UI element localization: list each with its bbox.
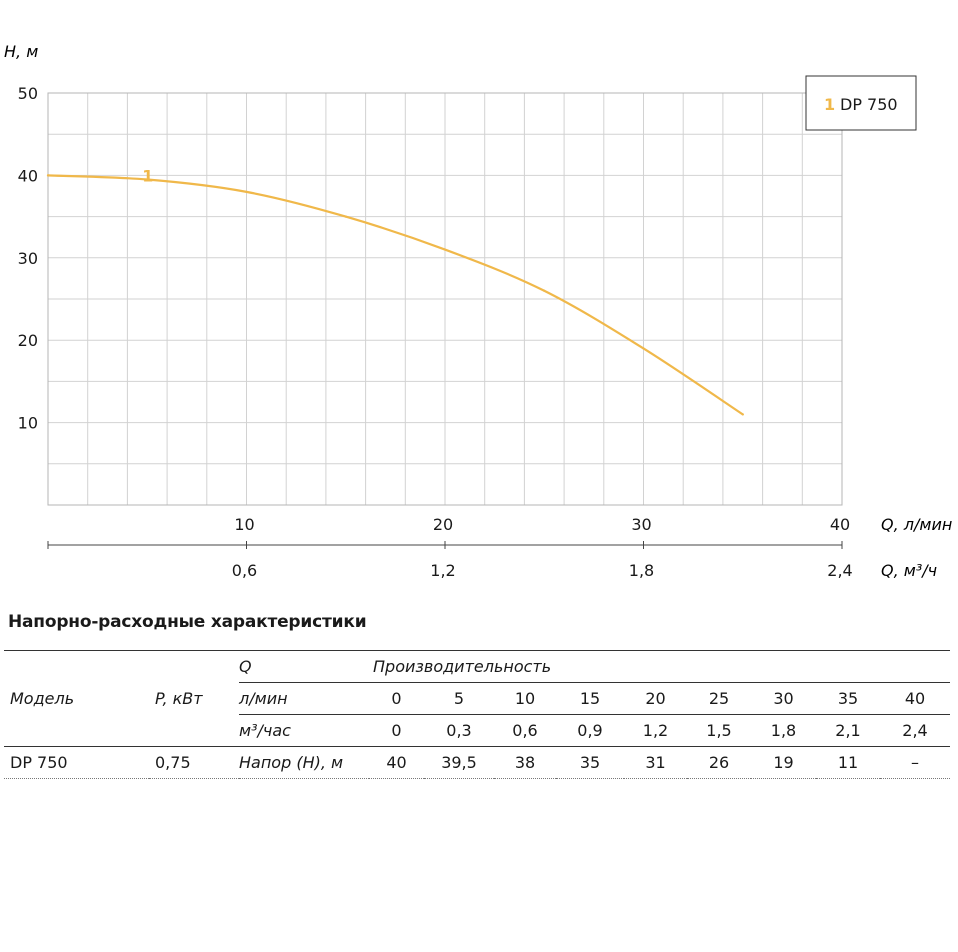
x-tick-labels: 10 20 30 40 [234, 515, 850, 534]
series-point [344, 215, 347, 218]
lmin-cell: 15 [556, 682, 624, 715]
m3-cell: 0,3 [424, 714, 494, 747]
section-title: Напорно-расходные характеристики [8, 612, 367, 632]
table-row-head: DP 750 0,75 Напор (H), м 40 39,5 38 35 3… [4, 747, 950, 779]
y-tick-label: 30 [18, 249, 38, 268]
legend: 1 DP 750 [805, 75, 917, 131]
head-cell: 35 [579, 753, 601, 772]
model-value: DP 750 [10, 753, 68, 772]
plot-frame [47, 92, 843, 506]
table-row-m3: м³/час 0 0,3 0,6 0,9 1,2 1,5 1,8 2,1 2,4 [4, 714, 950, 747]
y-tick-label: 20 [18, 331, 38, 350]
x2-tick-labels: 0,6 1,2 1,8 2,4 [232, 561, 853, 580]
lmin-cell: 20 [624, 682, 687, 715]
head-flow-chart: H, м 10 20 30 40 50 10 20 30 40 Q, л/мин 0,6 1,2… [4, 42, 952, 580]
x-tick-label: 20 [433, 515, 453, 534]
head-cell: 11 [837, 753, 859, 772]
head-cell: 31 [645, 753, 666, 772]
y-tick-label: 50 [18, 84, 38, 103]
lmin-cell: 0 [369, 682, 424, 715]
head-cell: – [911, 753, 919, 772]
lmin-cell: 5 [424, 682, 494, 715]
series-point [146, 178, 149, 181]
model-header: Модель [4, 650, 149, 747]
x-tick-label: 40 [830, 515, 850, 534]
table-row-q: Модель P, кВт Q Производительность [4, 650, 950, 747]
x2-tick-label: 2,4 [827, 561, 852, 580]
lmin-cell: 35 [816, 682, 880, 715]
x2-axis-label: Q, м³/ч [881, 561, 937, 580]
table-row-lmin: л/мин 0 5 10 15 20 25 30 35 40 [4, 682, 950, 715]
y-axis-label: H, м [4, 42, 38, 61]
m3-cell: 2,1 [816, 714, 880, 747]
m3-cell: 0,9 [556, 714, 624, 747]
head-cell: 26 [708, 753, 730, 772]
series-point [741, 413, 744, 416]
m3-cell: 0,6 [494, 714, 556, 747]
y-tick-labels: 10 20 30 40 50 [18, 84, 38, 433]
series-point [46, 174, 50, 177]
m3-cell: 1,2 [624, 714, 687, 747]
power-header: P, кВт [149, 650, 239, 747]
x-axis-label: Q, л/мин [881, 515, 952, 534]
legend-series-name: DP 750 [840, 95, 898, 114]
x-tick-label: 30 [631, 515, 651, 534]
series-point [543, 289, 546, 292]
series-marker-label: 1 [142, 166, 153, 185]
legend-box [805, 75, 917, 131]
y-tick-label: 40 [18, 166, 38, 185]
q-label: Q [239, 650, 369, 683]
x2-tick-label: 0,6 [232, 561, 257, 580]
lmin-cell: 10 [494, 682, 556, 715]
chart-grid [48, 93, 842, 505]
x-tick-label: 10 [234, 515, 254, 534]
lmin-label: л/мин [239, 682, 369, 715]
legend-marker: 1 [824, 95, 835, 114]
head-cell: 38 [514, 753, 536, 772]
series-layer: 1 [46, 166, 744, 416]
m3-cell: 1,5 [687, 714, 751, 747]
head-cell: 39,5 [441, 753, 477, 772]
series-point [642, 347, 645, 350]
m3-cell: 2,4 [880, 714, 950, 747]
m3-label: м³/час [239, 714, 369, 747]
series-point [245, 190, 248, 193]
series-point [443, 248, 447, 251]
series-line [46, 174, 744, 416]
head-label: Напор (H), м [239, 753, 344, 772]
m3-cell: 1,8 [751, 714, 816, 747]
lmin-cell: 25 [687, 682, 751, 715]
m3-cell: 0 [369, 714, 424, 747]
x2-tick-label: 1,8 [629, 561, 654, 580]
x2-tick-label: 1,2 [430, 561, 455, 580]
head-cell: 19 [773, 753, 794, 772]
productivity-label: Производительность [369, 650, 950, 683]
y-tick-label: 10 [18, 414, 38, 433]
x2-axis [47, 541, 843, 549]
head-cell: 40 [386, 753, 407, 772]
performance-table: Модель P, кВт Q Производительность л/мин… [4, 650, 950, 779]
power-value: 0,75 [155, 753, 191, 772]
lmin-cell: 40 [880, 682, 950, 715]
lmin-cell: 30 [751, 682, 816, 715]
